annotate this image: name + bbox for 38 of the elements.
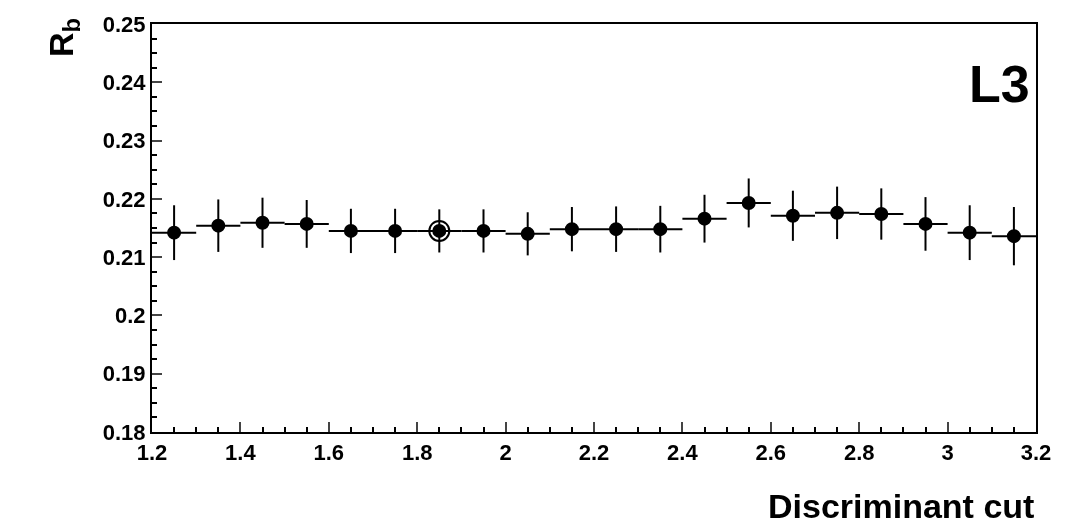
y-tick-label: 0.2	[115, 303, 146, 329]
y-tick-label: 0.23	[102, 128, 146, 154]
x-tick-label: 2.4	[667, 440, 699, 466]
x-tick-label: 1.4	[225, 440, 257, 466]
x-tick-label: 1.8	[401, 440, 433, 466]
point	[785, 208, 800, 223]
point	[299, 216, 314, 231]
point	[741, 195, 756, 210]
point	[918, 216, 933, 231]
annotation: L3	[969, 55, 1030, 113]
point	[343, 223, 358, 238]
point	[874, 207, 889, 221]
x-tick-label: 2.6	[755, 440, 787, 466]
y-tick-label: 0.19	[102, 361, 146, 387]
point	[830, 205, 845, 220]
x-tick-label: 2.2	[578, 440, 610, 466]
point	[520, 226, 535, 241]
point	[476, 223, 491, 238]
x-tick-label: 3.2	[1020, 440, 1052, 466]
x-tick-label: 1.6	[313, 440, 345, 466]
y-tick-label: 0.22	[102, 186, 146, 212]
point	[609, 222, 624, 237]
y-tick-label: 0.24	[102, 69, 147, 95]
x-tick-label: 2.8	[843, 440, 875, 466]
y-tick-label: 0.21	[102, 244, 146, 270]
point	[167, 225, 182, 240]
point	[697, 211, 712, 226]
point	[1006, 229, 1021, 244]
x-tick-label: 3	[941, 440, 954, 466]
point	[653, 222, 668, 237]
point	[388, 223, 403, 238]
y-tick-label: 0.25	[102, 11, 146, 37]
x-axis-title: Discriminant cut	[768, 487, 1035, 525]
point	[211, 218, 226, 233]
point	[255, 215, 270, 230]
point	[564, 222, 579, 237]
point	[962, 225, 977, 240]
x-tick-label: 2	[499, 440, 512, 466]
